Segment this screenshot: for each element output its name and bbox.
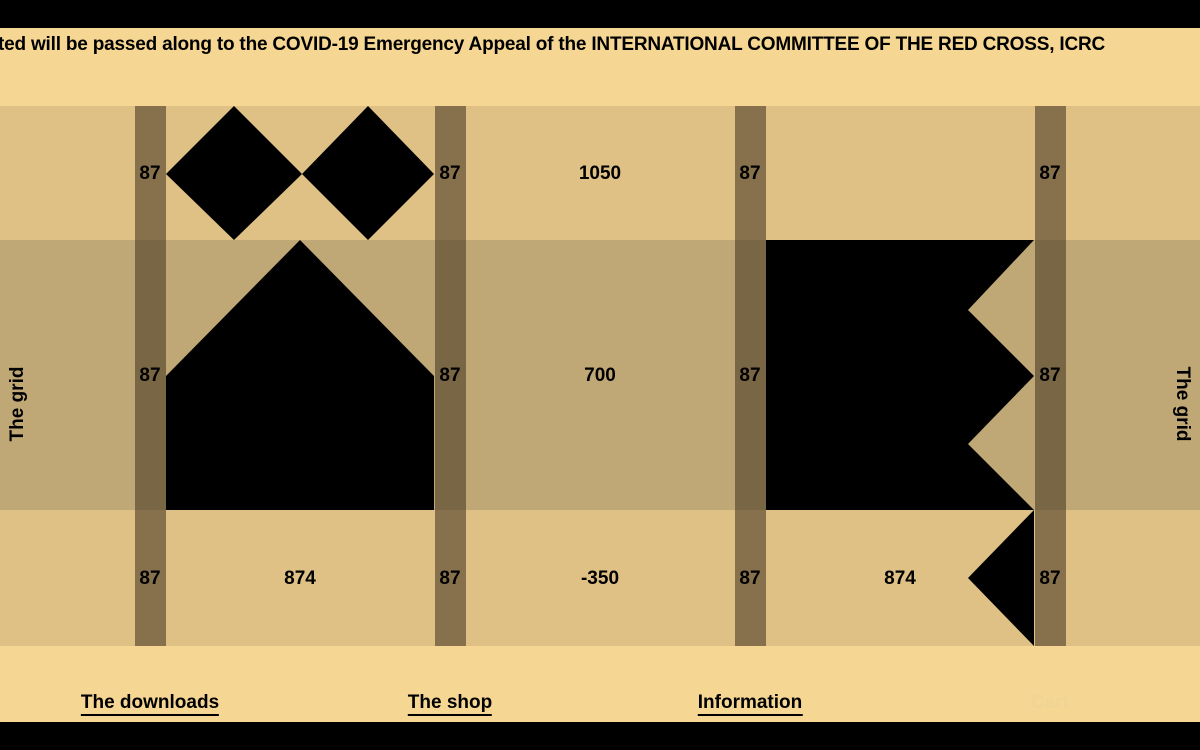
gutter-width-label: 87 (739, 568, 761, 589)
gutter-width-label: 87 (1039, 365, 1061, 386)
gutter-width-label: 87 (739, 163, 761, 184)
side-label-left: The grid (7, 366, 28, 442)
grid-shapes (166, 106, 1034, 646)
gutter-width-label: 87 (139, 365, 161, 386)
cell-value-label: 874 (884, 568, 916, 589)
gutter-width-label: 87 (139, 568, 161, 589)
diamond-shape-left (166, 106, 302, 240)
cell-value-label: 700 (584, 365, 616, 386)
cell-value-label: 1050 (578, 163, 622, 184)
side-label-right: The grid (1172, 366, 1193, 442)
page-frame: ted will be passed along to the COVID-19… (0, 28, 1200, 722)
bottom-navigation: The downloads The shop Information Cart (0, 646, 1200, 722)
gutter-width-label: 87 (139, 163, 161, 184)
gutter-width-label: 87 (1039, 163, 1061, 184)
triangle-shape (968, 510, 1034, 646)
announcement-ticker: ted will be passed along to the COVID-19… (0, 28, 1200, 106)
nav-link-cart[interactable]: Cart (1030, 692, 1070, 713)
cell-value-label: -350 (580, 568, 620, 589)
grid-gutter-1 (135, 106, 166, 646)
zigzag-flag-shape (766, 240, 1034, 510)
gutter-width-label: 87 (439, 163, 461, 184)
grid-gutter-4 (1035, 106, 1066, 646)
nav-link-shop[interactable]: The shop (407, 692, 493, 716)
grid-gutter-3 (735, 106, 766, 646)
cell-value-label: 874 (284, 568, 316, 589)
gutter-width-label: 87 (439, 365, 461, 386)
gutter-width-label: 87 (439, 568, 461, 589)
gutter-width-label: 87 (1039, 568, 1061, 589)
nav-link-information[interactable]: Information (697, 692, 803, 716)
house-shape (166, 240, 434, 510)
grid-gutter-2 (435, 106, 466, 646)
ticker-text: ted will be passed along to the COVID-19… (0, 34, 1106, 55)
diamond-shape-right (302, 106, 434, 240)
grid-area: 87 87 87 87 87 87 87 87 87 87 87 87 1050… (0, 106, 1200, 646)
gutter-width-label: 87 (739, 365, 761, 386)
nav-link-downloads[interactable]: The downloads (80, 692, 220, 716)
